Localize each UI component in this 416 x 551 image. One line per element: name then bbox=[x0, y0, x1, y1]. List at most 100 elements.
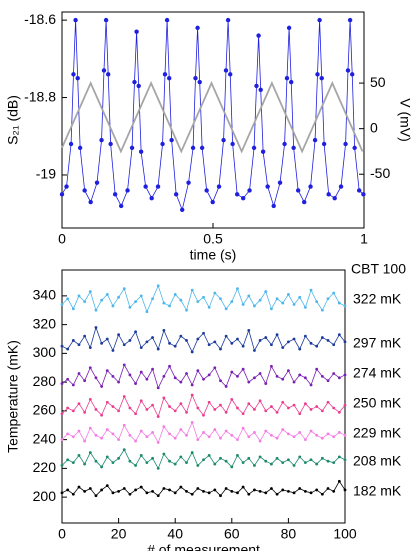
x-tick-label: 60 bbox=[224, 526, 240, 542]
data-point bbox=[224, 429, 228, 433]
data-point bbox=[94, 376, 98, 380]
data-point bbox=[234, 192, 240, 197]
data-point bbox=[289, 79, 294, 85]
data-point bbox=[94, 308, 98, 312]
data-point bbox=[247, 294, 251, 298]
data-point bbox=[228, 72, 233, 77]
x-axis-label: time (s) bbox=[190, 247, 237, 263]
data-point bbox=[139, 294, 143, 298]
data-point bbox=[179, 402, 183, 406]
data-point bbox=[224, 410, 228, 414]
series-line bbox=[61, 284, 346, 313]
data-point bbox=[337, 479, 341, 483]
data-point bbox=[60, 438, 64, 442]
data-point bbox=[173, 491, 177, 495]
data-point bbox=[68, 141, 74, 147]
data-point bbox=[122, 487, 126, 490]
data-point bbox=[352, 145, 357, 151]
data-point bbox=[253, 464, 256, 467]
data-point bbox=[128, 339, 132, 342]
data-point bbox=[83, 410, 87, 414]
data-point bbox=[298, 487, 302, 490]
data-point bbox=[185, 489, 188, 493]
data-point bbox=[213, 340, 217, 344]
data-point bbox=[136, 83, 141, 89]
data-point bbox=[337, 333, 341, 337]
data-point bbox=[190, 383, 194, 387]
data-point bbox=[149, 195, 154, 201]
data-point bbox=[356, 188, 362, 193]
data-point bbox=[117, 489, 120, 493]
data-point bbox=[83, 462, 87, 466]
data-point bbox=[100, 385, 104, 388]
data-point bbox=[100, 298, 104, 302]
data-point bbox=[99, 137, 104, 143]
data-point bbox=[77, 402, 81, 406]
y-tick-label: 280 bbox=[33, 373, 57, 389]
data-point bbox=[315, 300, 319, 304]
data-point bbox=[196, 300, 200, 304]
series-line bbox=[61, 480, 346, 497]
data-point bbox=[162, 487, 166, 490]
data-point bbox=[287, 406, 290, 410]
data-point bbox=[236, 438, 239, 442]
data-point bbox=[213, 428, 217, 431]
data-point bbox=[281, 346, 285, 350]
data-point bbox=[247, 402, 251, 406]
x-tick-label: 1 bbox=[360, 231, 368, 247]
data-point bbox=[253, 376, 256, 380]
data-point bbox=[287, 432, 290, 436]
data-point bbox=[94, 180, 100, 185]
data-point bbox=[145, 461, 149, 465]
x-tick-label: 0.5 bbox=[203, 231, 223, 247]
data-point bbox=[111, 349, 115, 352]
data-point bbox=[230, 465, 234, 469]
series-label: 250 mK bbox=[353, 395, 402, 411]
data-point bbox=[291, 145, 296, 151]
data-point bbox=[60, 382, 64, 385]
data-point bbox=[251, 145, 257, 151]
data-point bbox=[134, 439, 137, 443]
data-point bbox=[332, 372, 336, 375]
data-point bbox=[264, 382, 268, 385]
data-point bbox=[100, 465, 104, 469]
data-point bbox=[343, 458, 347, 462]
data-point bbox=[168, 364, 171, 368]
data-point bbox=[103, 17, 109, 23]
data-point bbox=[111, 491, 115, 495]
series-line bbox=[61, 363, 346, 389]
data-point bbox=[298, 412, 302, 416]
data-point bbox=[247, 456, 251, 460]
data-point bbox=[332, 489, 336, 493]
data-point bbox=[77, 145, 83, 151]
data-point bbox=[213, 291, 217, 295]
data-point bbox=[281, 428, 285, 431]
data-point bbox=[151, 297, 154, 301]
series-line bbox=[61, 326, 346, 353]
data-point bbox=[139, 429, 143, 433]
data-point bbox=[128, 433, 132, 437]
data-point bbox=[295, 188, 301, 193]
data-point bbox=[66, 347, 70, 351]
data-point bbox=[122, 395, 126, 398]
data-point bbox=[345, 68, 351, 73]
y-tick-label: 320 bbox=[33, 315, 57, 331]
data-point bbox=[156, 466, 160, 470]
data-point bbox=[138, 149, 144, 154]
x-tick-label: 0 bbox=[58, 526, 66, 542]
data-point bbox=[60, 344, 64, 348]
data-point bbox=[94, 494, 98, 498]
data-point bbox=[185, 433, 188, 437]
data-point bbox=[185, 372, 188, 375]
data-point bbox=[83, 379, 87, 383]
data-point bbox=[315, 433, 319, 437]
data-point bbox=[196, 487, 200, 490]
annotation: CBT 100 bbox=[351, 261, 406, 277]
data-point bbox=[224, 487, 228, 490]
data-point bbox=[326, 379, 330, 383]
data-point bbox=[139, 346, 143, 350]
data-point bbox=[277, 180, 283, 185]
data-point bbox=[270, 307, 273, 311]
data-point bbox=[312, 137, 318, 143]
